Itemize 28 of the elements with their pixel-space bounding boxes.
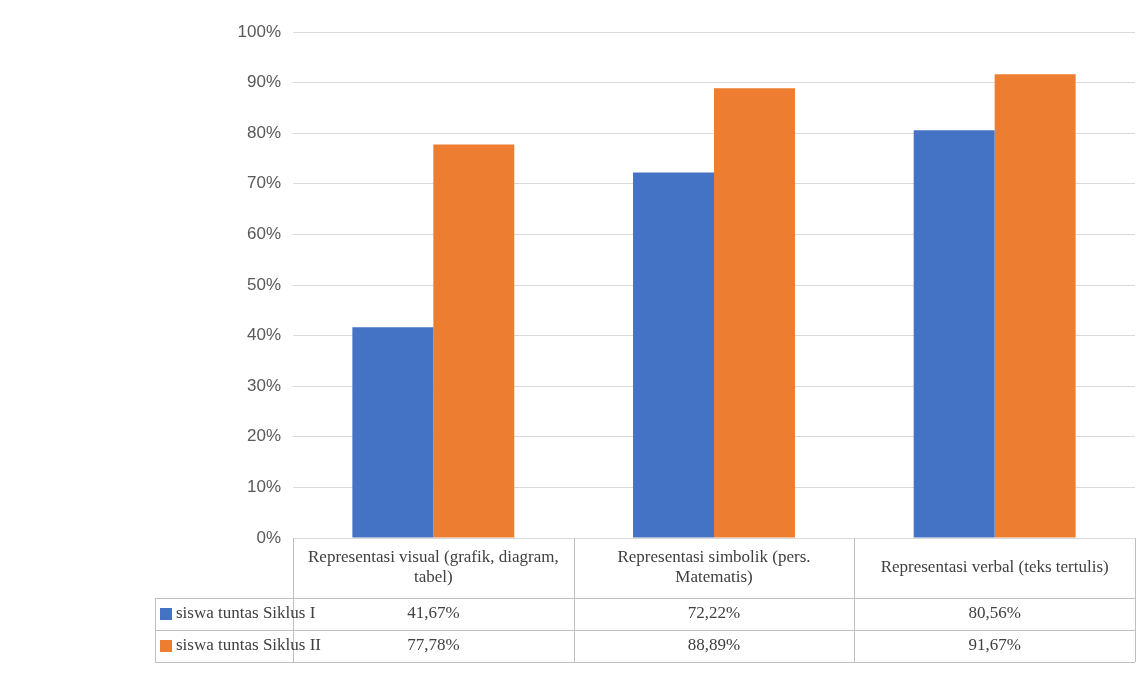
data-label: 91,67% [968,635,1021,655]
y-tick-label: 50% [246,274,281,294]
bar [633,172,714,538]
y-tick-label: 0% [256,527,281,547]
y-tick-label: 100% [237,21,281,41]
y-tick-label: 30% [246,375,281,395]
x-tick-label: Representasi verbal (teks tertulis) [880,557,1109,577]
x-tick-label: Representasi simbolik (pers. Matematis) [617,547,811,587]
y-tick-label: 60% [246,224,281,244]
y-tick-label: 10% [246,477,281,497]
legend-label: siswa tuntas Siklus II [176,635,322,655]
legend-label: siswa tuntas Siklus I [176,603,316,623]
y-tick-label: 40% [246,325,281,345]
bar [433,144,515,538]
bar [994,74,1076,538]
data-label: 88,89% [687,635,741,655]
y-tick-label: 20% [246,426,281,446]
bar [913,130,995,538]
bar [352,327,434,538]
bar [714,88,795,538]
data-label: 72,22% [687,603,741,623]
data-label: 41,67% [407,603,460,623]
data-label: 77,78% [407,635,460,655]
y-tick-label: 90% [246,72,281,92]
data-label: 80,56% [968,603,1021,623]
x-tick-label: Representasi visual (grafik, diagram, tabel) [308,547,559,587]
y-tick-label: 70% [246,173,281,193]
y-tick-label: 80% [246,122,281,142]
